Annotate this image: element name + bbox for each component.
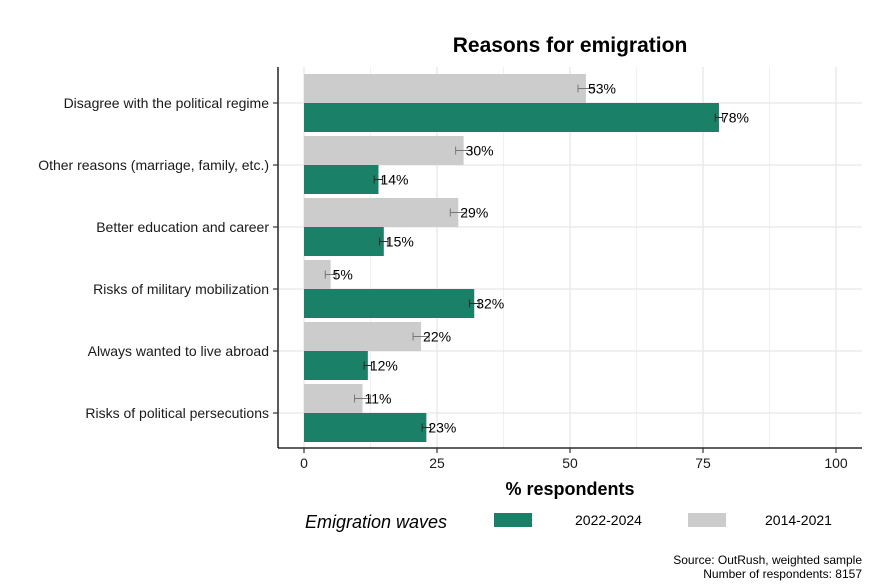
data-labels: 53% 30% 29% 5% 22% 11% 78% 14% 15% 32% 12% 23% [333, 81, 749, 436]
bar-2014-2021 [304, 136, 464, 165]
x-tick-label: 75 [695, 455, 711, 471]
chart-title: Reasons for emigration [453, 34, 688, 57]
category-label: Always wanted to live abroad [88, 343, 269, 359]
category-labels: Disagree with the political regime Other … [38, 95, 278, 421]
legend-swatch-2022-2024 [494, 513, 532, 527]
legend: Emigration waves 2022-2024 2014-2021 [305, 512, 832, 532]
bar-2022-2024 [304, 103, 719, 132]
bars [304, 74, 719, 442]
bar-2014-2021 [304, 198, 459, 227]
bar-2022-2024 [304, 413, 427, 442]
bar-2022-2024 [304, 165, 379, 194]
legend-swatch-2014-2021 [688, 513, 726, 527]
x-tick-label: 50 [562, 455, 578, 471]
category-label: Other reasons (marriage, family, etc.) [38, 157, 269, 173]
data-label-2022-2024: 12% [370, 358, 398, 374]
data-label-2014-2021: 30% [466, 143, 494, 159]
data-label-2014-2021: 11% [365, 391, 392, 407]
data-label-2022-2024: 23% [428, 420, 456, 436]
bar-2014-2021 [304, 322, 422, 351]
data-label-2022-2024: 14% [380, 172, 408, 188]
bar-2022-2024 [304, 227, 384, 256]
x-tick-label: 25 [429, 455, 445, 471]
legend-label-2022-2024: 2022-2024 [575, 512, 642, 528]
category-label: Disagree with the political regime [64, 95, 270, 111]
data-label-2014-2021: 22% [423, 329, 451, 345]
data-label-2014-2021: 29% [460, 205, 488, 221]
x-axis-title: % respondents [505, 479, 634, 499]
data-label-2014-2021: 5% [333, 267, 353, 283]
data-label-2022-2024: 78% [721, 110, 749, 126]
legend-label-2014-2021: 2014-2021 [765, 512, 832, 528]
error-bars [324, 84, 724, 432]
x-ticks: 0 25 50 75 100 [300, 448, 848, 471]
category-label: Better education and career [96, 219, 269, 235]
data-label-2022-2024: 32% [476, 296, 504, 312]
category-label: Risks of military mobilization [93, 281, 269, 297]
x-tick-label: 0 [300, 455, 308, 471]
bar-2014-2021 [304, 74, 586, 103]
data-label-2014-2021: 53% [588, 81, 616, 97]
respondents-count: Number of respondents: 8157 [703, 567, 862, 581]
data-label-2022-2024: 15% [386, 234, 414, 250]
source-line: Source: OutRush, weighted sample [673, 553, 862, 567]
bar-2022-2024 [304, 351, 368, 380]
legend-title: Emigration waves [305, 512, 447, 532]
bar-2014-2021 [304, 384, 363, 413]
bar-2022-2024 [304, 289, 475, 318]
category-label: Risks of political persecutions [85, 405, 269, 421]
x-tick-label: 100 [824, 455, 848, 471]
